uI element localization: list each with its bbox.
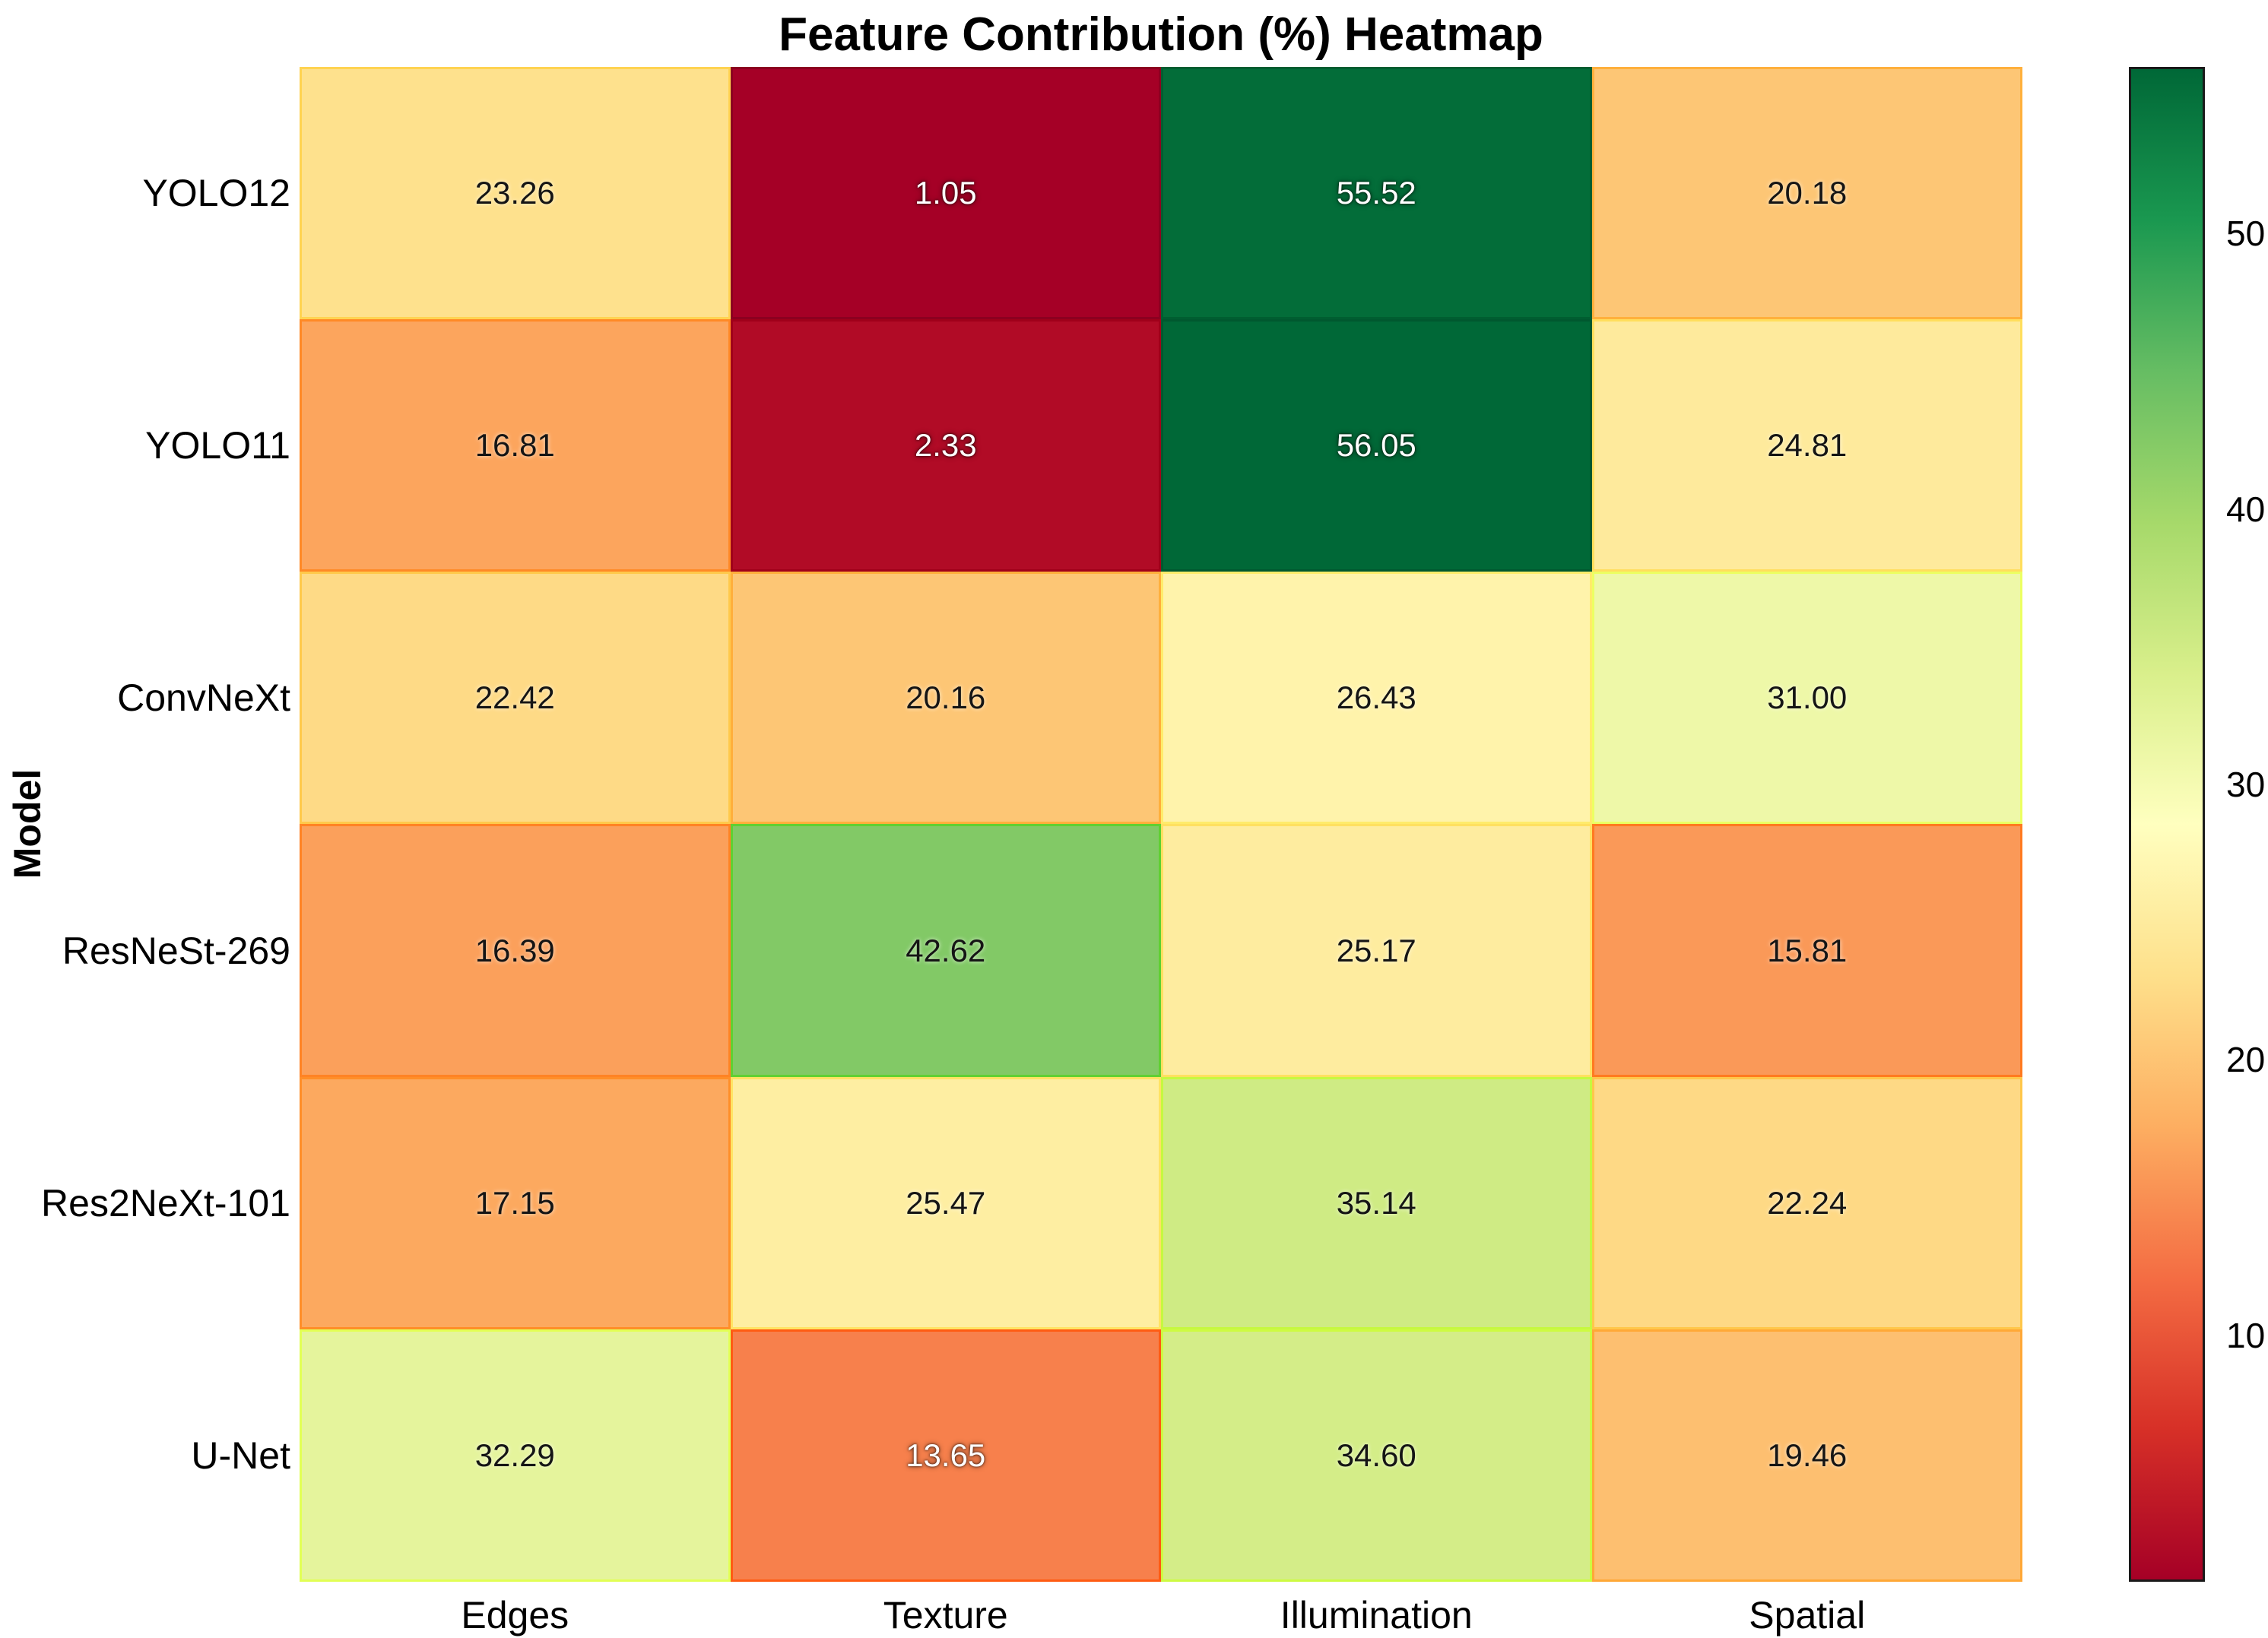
heatmap-cell: 35.14 [1161,1076,1592,1329]
colorbar-tick-20: 20 [2226,1040,2266,1080]
heatmap-cell: 2.33 [730,319,1161,572]
cell-value: 17.15 [474,1184,555,1221]
heatmap-cell: 31.00 [1591,572,2022,825]
heatmap-cell: 20.16 [730,572,1161,825]
chart-title: Feature Contribution (%) Heatmap [779,8,1543,61]
col-label-texture: Texture [883,1594,1008,1636]
heatmap-cell: 24.81 [1591,319,2022,572]
y-axis-label: Model [6,768,49,879]
cell-value: 2.33 [914,427,977,464]
cell-value: 16.81 [474,427,555,464]
cell-value: 25.47 [906,1184,986,1221]
colorbar-tick-40: 40 [2226,489,2266,529]
colorbar [2129,67,2205,1582]
heatmap-cell: 56.05 [1161,319,1592,572]
heatmap-cell: 25.17 [1161,824,1592,1077]
row-label-resnest-269: ResNeSt-269 [62,929,290,972]
heatmap-cell: 26.43 [1161,572,1592,825]
row-label-yolo12: YOLO12 [142,172,290,215]
row-label-convnext: ConvNeXt [117,676,290,720]
col-label-illumination: Illumination [1280,1594,1473,1636]
cell-value: 35.14 [1336,1184,1416,1221]
heatmap-cell: 19.46 [1591,1329,2022,1582]
cell-value: 24.81 [1767,427,1848,464]
cell-value: 20.18 [1767,175,1848,211]
cell-value: 56.05 [1336,427,1416,464]
heatmap-cell: 13.65 [730,1329,1161,1582]
heatmap-cell: 1.05 [730,67,1161,320]
cell-value: 55.52 [1336,175,1416,211]
row-label-u-net: U-Net [191,1434,290,1477]
cell-value: 22.42 [474,680,555,716]
cell-value: 26.43 [1336,680,1416,716]
row-label-res2next-101: Res2NeXt-101 [41,1181,290,1225]
heatmap-cell: 17.15 [300,1076,731,1329]
cell-value: 15.81 [1767,932,1848,968]
heatmap-cell: 32.29 [300,1329,731,1582]
col-label-spatial: Spatial [1749,1594,1866,1636]
colorbar-tick-30: 30 [2226,764,2266,804]
cell-value: 32.29 [474,1437,555,1473]
heatmap-cell: 16.39 [300,824,731,1077]
cell-value: 22.24 [1767,1184,1848,1221]
col-label-edges: Edges [461,1594,569,1636]
cell-value: 42.62 [906,932,986,968]
heatmap-cell: 22.42 [300,572,731,825]
heatmap-cell: 42.62 [730,824,1161,1077]
heatmap-cell: 20.18 [1591,67,2022,320]
heatmap-cell: 22.24 [1591,1076,2022,1329]
cell-value: 20.16 [906,680,986,716]
heatmap-cell: 23.26 [300,67,731,320]
cell-value: 16.39 [474,932,555,968]
cell-value: 23.26 [474,175,555,211]
cell-value: 25.17 [1336,932,1416,968]
heatmap-cell: 15.81 [1591,824,2022,1077]
colorbar-tick-50: 50 [2226,214,2266,254]
heatmap-cell: 25.47 [730,1076,1161,1329]
cell-value: 31.00 [1767,680,1848,716]
heatmap-cell: 16.81 [300,319,731,572]
cell-value: 34.60 [1336,1437,1416,1473]
cell-value: 19.46 [1767,1437,1848,1473]
cell-value: 1.05 [914,175,977,211]
heatmap-grid: 23.26 1.05 55.52 20.18 16.81 2.33 56.05 24.81 22… [300,67,2022,1582]
row-label-yolo11: YOLO11 [145,424,290,467]
heatmap-cell: 34.60 [1161,1329,1592,1582]
heatmap-cell: 55.52 [1161,67,1592,320]
colorbar-tick-10: 10 [2226,1315,2266,1355]
cell-value: 13.65 [906,1437,986,1473]
